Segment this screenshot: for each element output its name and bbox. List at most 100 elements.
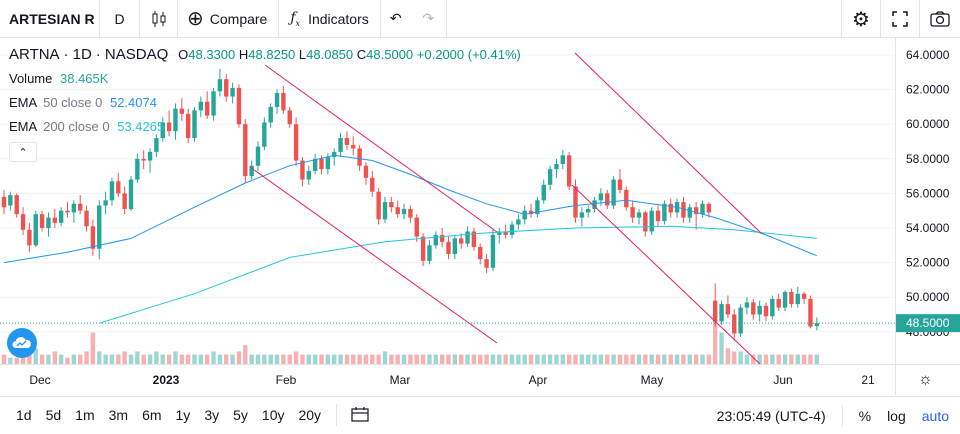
log-toggle[interactable]: log bbox=[887, 407, 906, 424]
candle-body bbox=[332, 151, 337, 158]
undo-icon: ↶ bbox=[389, 10, 402, 26]
price-chart[interactable]: 64.0000 62.0000 60.0000 58.0000 56.0000 54.00… bbox=[0, 38, 960, 395]
volume-bar bbox=[236, 351, 242, 364]
time-tick-label: 21 bbox=[861, 373, 875, 387]
chart-type-button[interactable] bbox=[140, 0, 178, 38]
volume-bar bbox=[814, 354, 819, 364]
range-10y[interactable]: 10y bbox=[261, 407, 285, 423]
candle-body bbox=[14, 195, 19, 215]
candle-body bbox=[751, 302, 756, 315]
volume-bar bbox=[382, 351, 388, 364]
volume-bar bbox=[459, 354, 464, 364]
range-3y[interactable]: 3y bbox=[204, 407, 220, 423]
candle-body bbox=[630, 207, 635, 218]
volume-bar bbox=[389, 354, 394, 364]
ema200-line bbox=[99, 225, 817, 324]
volume-bar bbox=[14, 357, 19, 364]
fullscreen-button[interactable] bbox=[880, 0, 919, 38]
volume-bar bbox=[484, 354, 489, 364]
candle-body bbox=[20, 214, 26, 230]
candle-body bbox=[789, 292, 794, 305]
range-20y[interactable]: 20y bbox=[298, 407, 322, 423]
volume-bar bbox=[636, 354, 642, 364]
volume-bar bbox=[732, 351, 737, 364]
candle-body bbox=[668, 203, 673, 213]
candle-body bbox=[776, 298, 781, 308]
volume-bar bbox=[255, 354, 261, 364]
range-1d[interactable]: 1d bbox=[16, 407, 32, 423]
tradingview-logo[interactable] bbox=[7, 328, 37, 358]
compare-button[interactable]: ⊕ Compare bbox=[178, 0, 280, 38]
candle-body bbox=[8, 195, 13, 206]
volume-bar bbox=[58, 354, 64, 364]
range-6m[interactable]: 6m bbox=[142, 407, 162, 423]
candle-body bbox=[814, 323, 819, 327]
volume-bar bbox=[173, 351, 178, 364]
volume-bar bbox=[668, 354, 673, 364]
volume-bar bbox=[338, 354, 343, 364]
top-toolbar: ARTESIAN R D ⊕ Compare ƒx Indicators ↶ ↷… bbox=[0, 0, 960, 38]
candlestick-icon bbox=[152, 10, 165, 27]
candle-body bbox=[122, 193, 127, 209]
volume-bar bbox=[566, 354, 572, 364]
volume-bar bbox=[541, 354, 546, 364]
volume-bar bbox=[268, 354, 273, 364]
candle-body bbox=[160, 122, 165, 139]
date-range-button[interactable] bbox=[345, 406, 375, 425]
candle-body bbox=[624, 189, 629, 208]
time-tick-label: Feb bbox=[276, 373, 297, 387]
volume-bar bbox=[160, 354, 165, 364]
candle-body bbox=[782, 292, 788, 308]
settings-button[interactable]: ⚙ bbox=[841, 0, 880, 38]
price-tick-label: 64.0000 bbox=[906, 48, 950, 62]
time-tick-label: Jun bbox=[773, 373, 792, 387]
candle-body bbox=[605, 193, 610, 206]
candle-body bbox=[522, 210, 527, 220]
undo-button[interactable]: ↶ bbox=[381, 0, 411, 38]
indicators-button[interactable]: ƒx Indicators bbox=[279, 0, 381, 38]
candle-body bbox=[725, 304, 731, 315]
chart-area[interactable]: 64.0000 62.0000 60.0000 58.0000 56.0000 54.00… bbox=[0, 38, 960, 395]
settings-axis-button[interactable]: ☼ bbox=[918, 371, 933, 389]
volume-bar bbox=[757, 354, 762, 364]
volume-bar bbox=[1, 354, 7, 364]
candle-body bbox=[465, 231, 470, 244]
candle-body bbox=[382, 202, 388, 220]
time-tick-label: Mar bbox=[390, 373, 411, 387]
timezone-clock[interactable]: 23:05:49 (UTC-4) bbox=[716, 407, 826, 424]
candle-body bbox=[363, 165, 369, 178]
range-1m[interactable]: 1m bbox=[75, 407, 95, 423]
range-3m[interactable]: 3m bbox=[108, 407, 129, 423]
volume-bar bbox=[109, 354, 115, 364]
low-value: 48.0850 bbox=[306, 47, 354, 62]
volume-value: 38.465K bbox=[60, 71, 109, 86]
volume-legend[interactable]: Volume 38.465K bbox=[9, 71, 109, 86]
ohlc-values: O48.3300 H48.8250 L48.0850 C48.5000 +0.2… bbox=[178, 47, 521, 62]
ema200-legend[interactable]: EMA 200 close 0 53.4265 bbox=[9, 119, 165, 134]
collapse-legend-button[interactable]: ⌃ bbox=[9, 142, 37, 162]
candle-body bbox=[795, 293, 800, 305]
candle-body bbox=[1, 196, 7, 208]
percent-toggle[interactable]: % bbox=[858, 407, 872, 424]
auto-scale-toggle[interactable]: auto bbox=[921, 407, 949, 424]
volume-bar bbox=[662, 354, 667, 364]
volume-bar bbox=[306, 354, 311, 364]
range-1y[interactable]: 1y bbox=[175, 407, 191, 423]
interval-button[interactable]: D bbox=[100, 0, 140, 38]
volume-bar bbox=[351, 354, 356, 364]
symbol-search-button[interactable]: ARTESIAN R bbox=[0, 0, 100, 38]
redo-button[interactable]: ↷ bbox=[411, 0, 447, 38]
candle-body bbox=[427, 245, 432, 261]
volume-bar bbox=[624, 354, 629, 364]
candle-body bbox=[166, 122, 172, 132]
range-5d[interactable]: 5d bbox=[45, 407, 62, 423]
volume-bar bbox=[687, 354, 692, 364]
screenshot-button[interactable] bbox=[919, 0, 960, 38]
price-tick-label: 54.0000 bbox=[906, 221, 950, 235]
volume-bar bbox=[433, 354, 438, 364]
range-5y[interactable]: 5y bbox=[233, 407, 248, 423]
volume-bar bbox=[674, 354, 680, 364]
volume-bar bbox=[528, 354, 534, 364]
ema50-legend[interactable]: EMA 50 close 0 52.4074 bbox=[9, 95, 157, 110]
candle-body bbox=[135, 158, 140, 180]
